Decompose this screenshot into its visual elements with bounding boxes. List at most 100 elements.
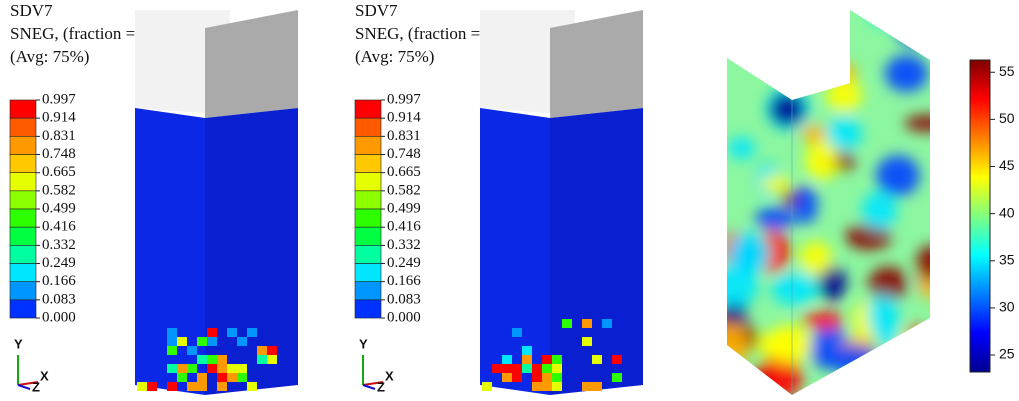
legend-label: 0.665 bbox=[42, 164, 76, 180]
legend-swatch bbox=[9, 245, 37, 264]
damage-cell bbox=[552, 355, 562, 364]
damage-cell bbox=[237, 373, 247, 382]
damage-cell bbox=[592, 382, 602, 391]
legend-label: 0.332 bbox=[42, 237, 76, 253]
field-blob bbox=[799, 241, 832, 275]
legend-swatch bbox=[9, 281, 37, 301]
damage-cell bbox=[237, 337, 247, 346]
legend-swatch bbox=[354, 281, 382, 301]
damage-cell bbox=[177, 373, 187, 382]
legend-title: (Avg: 75%) bbox=[10, 47, 89, 66]
column-face bbox=[480, 108, 550, 395]
legend-swatch bbox=[9, 299, 37, 319]
damage-cell bbox=[227, 328, 237, 337]
legend-label: 0.416 bbox=[42, 219, 76, 235]
legend-label: 0.665 bbox=[387, 164, 421, 180]
damage-cell bbox=[522, 346, 532, 355]
damage-cell bbox=[247, 328, 257, 337]
legend-label: 0.997 bbox=[387, 91, 421, 107]
field-blob bbox=[728, 136, 756, 160]
damage-cell bbox=[532, 373, 542, 382]
field-blob bbox=[818, 265, 847, 301]
column-cap bbox=[550, 10, 643, 118]
damage-cell bbox=[227, 364, 237, 373]
damage-cell bbox=[582, 337, 592, 346]
damage-cell bbox=[197, 355, 207, 364]
damage-cell bbox=[267, 346, 277, 355]
triad-x bbox=[362, 381, 384, 386]
column-face bbox=[205, 108, 298, 395]
field-blob bbox=[727, 322, 749, 371]
legend-swatch bbox=[354, 99, 382, 119]
legend-label: 0.499 bbox=[42, 200, 76, 216]
legend-label: 0.582 bbox=[42, 182, 76, 198]
damage-cell bbox=[482, 382, 492, 391]
damage-cell bbox=[167, 382, 177, 391]
field-blob bbox=[767, 324, 812, 364]
field-blob bbox=[785, 31, 823, 61]
damage-cell bbox=[217, 364, 227, 373]
legend-title: SDV7 bbox=[355, 1, 398, 20]
legend-swatch bbox=[9, 136, 37, 155]
field-blob bbox=[864, 357, 899, 394]
damage-cell bbox=[207, 355, 217, 364]
damage-cell bbox=[217, 382, 227, 391]
damage-cell bbox=[552, 364, 562, 373]
damage-cell bbox=[167, 346, 177, 355]
field-blob bbox=[868, 266, 909, 302]
legend-label: 0.831 bbox=[42, 128, 76, 144]
field-blob bbox=[896, 16, 930, 46]
damage-cell bbox=[492, 364, 502, 373]
legend-swatch bbox=[354, 299, 382, 319]
legend-swatch bbox=[9, 117, 37, 137]
damage-cell bbox=[177, 337, 187, 346]
damage-cell bbox=[197, 337, 207, 346]
field-blob bbox=[916, 244, 930, 281]
damage-cell bbox=[562, 319, 572, 328]
field-blob bbox=[763, 11, 807, 31]
legend-swatch bbox=[354, 172, 382, 192]
legend-swatch bbox=[9, 172, 37, 192]
damage-cell bbox=[197, 373, 207, 382]
legend-title: SDV7 bbox=[10, 1, 53, 20]
legend-swatch bbox=[354, 117, 382, 137]
triad-label: Z bbox=[377, 379, 385, 394]
field-blob bbox=[804, 10, 826, 44]
legend-swatch bbox=[9, 99, 37, 119]
field-blob bbox=[804, 140, 839, 181]
triad-label: X bbox=[40, 368, 49, 383]
legend-label: 0.831 bbox=[387, 128, 421, 144]
triad-label: Y bbox=[359, 336, 368, 351]
damage-cell bbox=[217, 373, 227, 382]
field-blob bbox=[748, 10, 784, 41]
damage-cell bbox=[502, 373, 512, 382]
field-blob bbox=[801, 124, 827, 143]
legend-label: 0.499 bbox=[387, 200, 421, 216]
colorbar-tick-label: 35 bbox=[999, 251, 1015, 267]
colorbar-tick-label: 40 bbox=[999, 204, 1015, 220]
field-blob bbox=[879, 324, 899, 351]
triad-label: Z bbox=[32, 379, 40, 394]
damage-cell bbox=[167, 328, 177, 337]
field-blob bbox=[793, 185, 818, 225]
damage-cell bbox=[552, 373, 562, 382]
legend-swatch bbox=[354, 208, 382, 228]
field-blob bbox=[904, 325, 927, 365]
legend-swatch bbox=[9, 208, 37, 228]
damage-cell bbox=[187, 346, 197, 355]
triad-label: Y bbox=[14, 336, 23, 351]
damage-cell bbox=[512, 328, 522, 337]
column-face bbox=[135, 108, 205, 395]
damage-cell bbox=[542, 355, 552, 364]
damage-cell bbox=[217, 355, 227, 364]
legend-label: 0.582 bbox=[387, 182, 421, 198]
field-blob bbox=[884, 55, 928, 93]
random-field bbox=[727, 10, 930, 395]
legend-title: (Avg: 75%) bbox=[355, 47, 434, 66]
field-blob bbox=[727, 263, 759, 307]
legend-swatch bbox=[9, 263, 37, 282]
legend-swatch bbox=[354, 190, 382, 210]
damage-cell bbox=[602, 319, 612, 328]
legend-swatch bbox=[354, 136, 382, 155]
legend-swatch bbox=[9, 226, 37, 246]
